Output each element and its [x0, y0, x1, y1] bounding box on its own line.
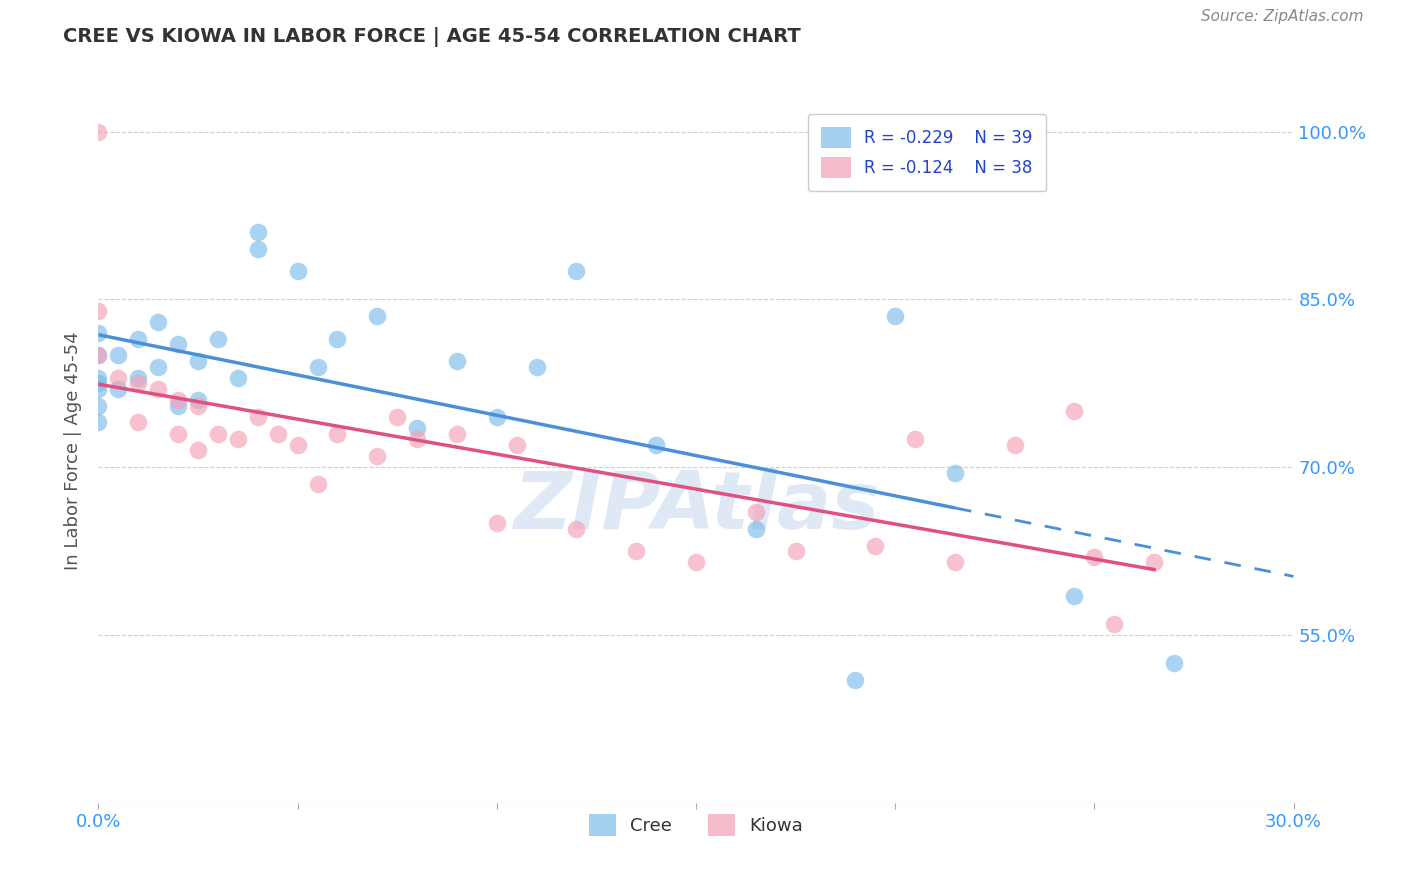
- Point: [307, 477, 329, 491]
- Point: [565, 264, 588, 278]
- Point: [87, 303, 110, 318]
- Point: [267, 426, 290, 441]
- Point: [485, 409, 508, 424]
- Point: [685, 555, 707, 569]
- Point: [87, 370, 110, 384]
- Point: [207, 426, 229, 441]
- Point: [187, 393, 209, 408]
- Point: [87, 348, 110, 362]
- Point: [187, 354, 209, 368]
- Point: [326, 332, 349, 346]
- Point: [87, 348, 110, 362]
- Point: [1143, 555, 1166, 569]
- Point: [87, 416, 110, 430]
- Point: [1063, 404, 1085, 418]
- Point: [87, 125, 110, 139]
- Point: [406, 421, 429, 435]
- Point: [943, 466, 966, 480]
- Point: [87, 399, 110, 413]
- Point: [626, 544, 648, 558]
- Point: [1163, 656, 1185, 670]
- Point: [446, 426, 468, 441]
- Point: [107, 370, 129, 384]
- Point: [366, 310, 388, 324]
- Point: [107, 382, 129, 396]
- Point: [506, 438, 529, 452]
- Point: [645, 438, 668, 452]
- Point: [326, 426, 349, 441]
- Point: [785, 544, 807, 558]
- Point: [485, 516, 508, 531]
- Text: Source: ZipAtlas.com: Source: ZipAtlas.com: [1201, 9, 1364, 24]
- Point: [246, 409, 269, 424]
- Point: [246, 242, 269, 256]
- Point: [865, 539, 887, 553]
- Text: CREE VS KIOWA IN LABOR FORCE | AGE 45-54 CORRELATION CHART: CREE VS KIOWA IN LABOR FORCE | AGE 45-54…: [63, 27, 801, 46]
- Point: [287, 264, 309, 278]
- Point: [366, 449, 388, 463]
- Point: [226, 432, 249, 446]
- Point: [127, 376, 149, 391]
- Point: [207, 332, 229, 346]
- Point: [167, 399, 190, 413]
- Point: [246, 225, 269, 239]
- Point: [745, 505, 768, 519]
- Point: [745, 522, 768, 536]
- Point: [943, 555, 966, 569]
- Point: [167, 337, 190, 351]
- Point: [127, 332, 149, 346]
- Point: [87, 382, 110, 396]
- Point: [127, 416, 149, 430]
- Point: [1063, 589, 1085, 603]
- Y-axis label: In Labor Force | Age 45-54: In Labor Force | Age 45-54: [65, 331, 83, 570]
- Point: [385, 409, 409, 424]
- Point: [565, 522, 588, 536]
- Point: [167, 393, 190, 408]
- Point: [148, 359, 170, 374]
- Point: [187, 399, 209, 413]
- Point: [87, 326, 110, 340]
- Point: [187, 443, 209, 458]
- Point: [307, 359, 329, 374]
- Point: [107, 348, 129, 362]
- Text: ZIPAtlas: ZIPAtlas: [513, 467, 879, 546]
- Point: [446, 354, 468, 368]
- Point: [167, 426, 190, 441]
- Point: [226, 370, 249, 384]
- Point: [844, 673, 866, 687]
- Point: [904, 432, 927, 446]
- Point: [127, 370, 149, 384]
- Point: [1004, 438, 1026, 452]
- Point: [1083, 549, 1105, 564]
- Point: [287, 438, 309, 452]
- Point: [148, 315, 170, 329]
- Point: [884, 310, 907, 324]
- Legend: Cree, Kiowa: Cree, Kiowa: [581, 806, 811, 843]
- Point: [87, 376, 110, 391]
- Point: [526, 359, 548, 374]
- Point: [406, 432, 429, 446]
- Point: [1104, 616, 1126, 631]
- Point: [148, 382, 170, 396]
